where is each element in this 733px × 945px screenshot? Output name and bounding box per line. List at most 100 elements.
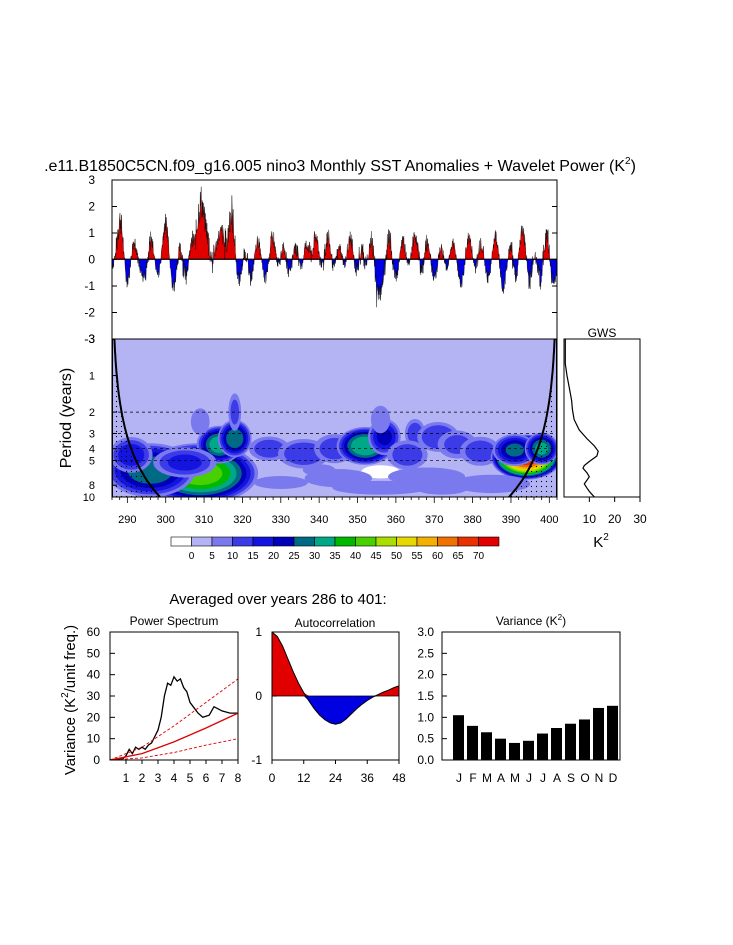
y-tick-label: 1.5 <box>417 689 434 703</box>
colorbar-swatch <box>232 536 254 547</box>
x-tick-label: S <box>567 771 575 785</box>
colorbar-label: 50 <box>391 551 403 562</box>
colorbar-swatch <box>293 536 315 547</box>
x-tick-label: 8 <box>235 771 242 785</box>
colorbar-swatch <box>355 536 377 547</box>
power-contour <box>332 480 429 495</box>
x-tick-label: 370 <box>425 514 443 526</box>
y-tick-label: 10 <box>87 732 101 746</box>
gws-frame <box>563 338 641 498</box>
x-tick-label: J <box>540 771 546 785</box>
x-tick-label: 0 <box>269 771 276 785</box>
colorbar-label: 60 <box>432 551 444 562</box>
wavelet-significance-lines <box>112 411 557 461</box>
y-tick-label: 2 <box>88 200 95 214</box>
positive-correlation-area <box>272 632 399 696</box>
variance-bars <box>453 705 618 760</box>
y-tick-label: 20 <box>87 710 101 724</box>
colorbar-label: 70 <box>473 551 485 562</box>
x-tick-label: 5 <box>187 771 194 785</box>
y-tick-label: -1 <box>251 753 262 767</box>
autocorrelation-line <box>272 632 399 725</box>
x-tick-label: M <box>510 771 520 785</box>
autocorrelation-title: Autocorrelation <box>295 616 376 630</box>
power-contour <box>226 428 244 449</box>
power-contour <box>388 467 466 486</box>
wavelet-y-axis: 1 2 3 45 810 -3 <box>83 332 117 504</box>
power-spectrum-frame <box>109 631 239 761</box>
x-tick-label: 12 <box>297 771 311 785</box>
y-tick-label: 0 <box>88 253 95 267</box>
colorbar-label: 15 <box>247 551 259 562</box>
power-contour <box>370 405 391 434</box>
colorbar-label: 30 <box>309 551 321 562</box>
y-tick-label: 0.5 <box>417 732 434 746</box>
colorbar-label: 35 <box>329 551 341 562</box>
main-title: .e11.B1850C5CN.f09_g16.005 nino3 Monthly… <box>44 156 636 175</box>
variance-bar <box>481 732 492 760</box>
power-contour <box>392 444 423 466</box>
x-tick-label: 330 <box>272 514 290 526</box>
power-contour <box>253 476 308 490</box>
colorbar-label: 45 <box>370 551 382 562</box>
variance-bar <box>509 742 520 760</box>
x-tick-label: 2 <box>139 771 146 785</box>
x-tick-label: 390 <box>502 514 520 526</box>
colorbar-swatch <box>457 536 479 547</box>
x-tick-label: J <box>456 771 462 785</box>
y-tick-label: 3.0 <box>417 625 434 639</box>
y-tick-label: 2.0 <box>417 668 434 682</box>
colorbar-label: 10 <box>227 551 239 562</box>
variance-title: Variance (K2) <box>496 613 566 628</box>
x-tick-label: 7 <box>219 771 226 785</box>
x-tick-label: 400 <box>540 514 558 526</box>
cone-of-influence-left <box>112 339 162 497</box>
y-tick-label: 40 <box>87 668 101 682</box>
x-tick-label: M <box>482 771 492 785</box>
timeseries-anomaly-area <box>112 186 557 308</box>
averaged-label: Averaged over years 286 to 401: <box>169 591 386 608</box>
y-tick-label: 3 <box>88 173 95 187</box>
x-tick-label: A <box>497 771 505 785</box>
colorbar-label: 0 <box>189 551 195 562</box>
colorbar-label: 25 <box>288 551 300 562</box>
cone-of-influence-right <box>507 339 557 497</box>
autocorrelation-axes: 1 0 -1 0 12 24 36 48 <box>251 625 406 785</box>
negative-anomaly-area <box>112 258 557 308</box>
series-spectrum <box>114 675 238 760</box>
y-tick-label: 1 <box>255 625 262 639</box>
power-contour <box>453 474 531 494</box>
y-tick-label: -3 <box>84 332 95 346</box>
y-tick-label: 2.5 <box>417 646 434 660</box>
gws-title: GWS <box>588 326 617 340</box>
variance-bar <box>565 723 576 760</box>
x-tick-label: A <box>553 771 561 785</box>
x-tick-label: 48 <box>392 771 406 785</box>
power-spectrum-lines <box>110 675 238 760</box>
x-tick-label: 3 <box>155 771 162 785</box>
power-contour <box>167 454 202 471</box>
power-spectrum-title: Power Spectrum <box>130 614 219 628</box>
y-tick-label: 1 <box>88 226 95 240</box>
colorbar-label: 40 <box>350 551 362 562</box>
colorbar-swatch <box>252 536 274 547</box>
y-tick-label: -1 <box>84 279 95 293</box>
variance-bar <box>607 705 618 760</box>
colorbar: 0 5 10 15 20 25 30 35 40 45 50 55 60 65 70 <box>170 536 500 562</box>
y-tick-label: 10 <box>83 492 95 504</box>
autocorrelation-area <box>272 632 399 725</box>
colorbar-swatch <box>170 536 192 547</box>
colorbar-swatch <box>191 536 213 547</box>
x-tick-label: 6 <box>203 771 210 785</box>
power-spectrum-panel: Power Spectrum 0 10 20 30 40 50 60 1 2 3 4 5 6 7 8 Var… <box>60 614 242 785</box>
variance-bar <box>523 740 534 760</box>
power-contour <box>284 442 324 465</box>
negative-correlation-area <box>272 696 399 725</box>
variance-bar <box>453 715 464 760</box>
series-upper-95 <box>110 678 238 760</box>
y-tick-label: 0 <box>93 753 100 767</box>
wavelet-x-axis: 290 300 310 320 330 340 350 360 370 380 390 400 <box>111 497 559 526</box>
y-tick-label: 0.0 <box>417 753 434 767</box>
colorbar-swatch <box>334 536 356 547</box>
